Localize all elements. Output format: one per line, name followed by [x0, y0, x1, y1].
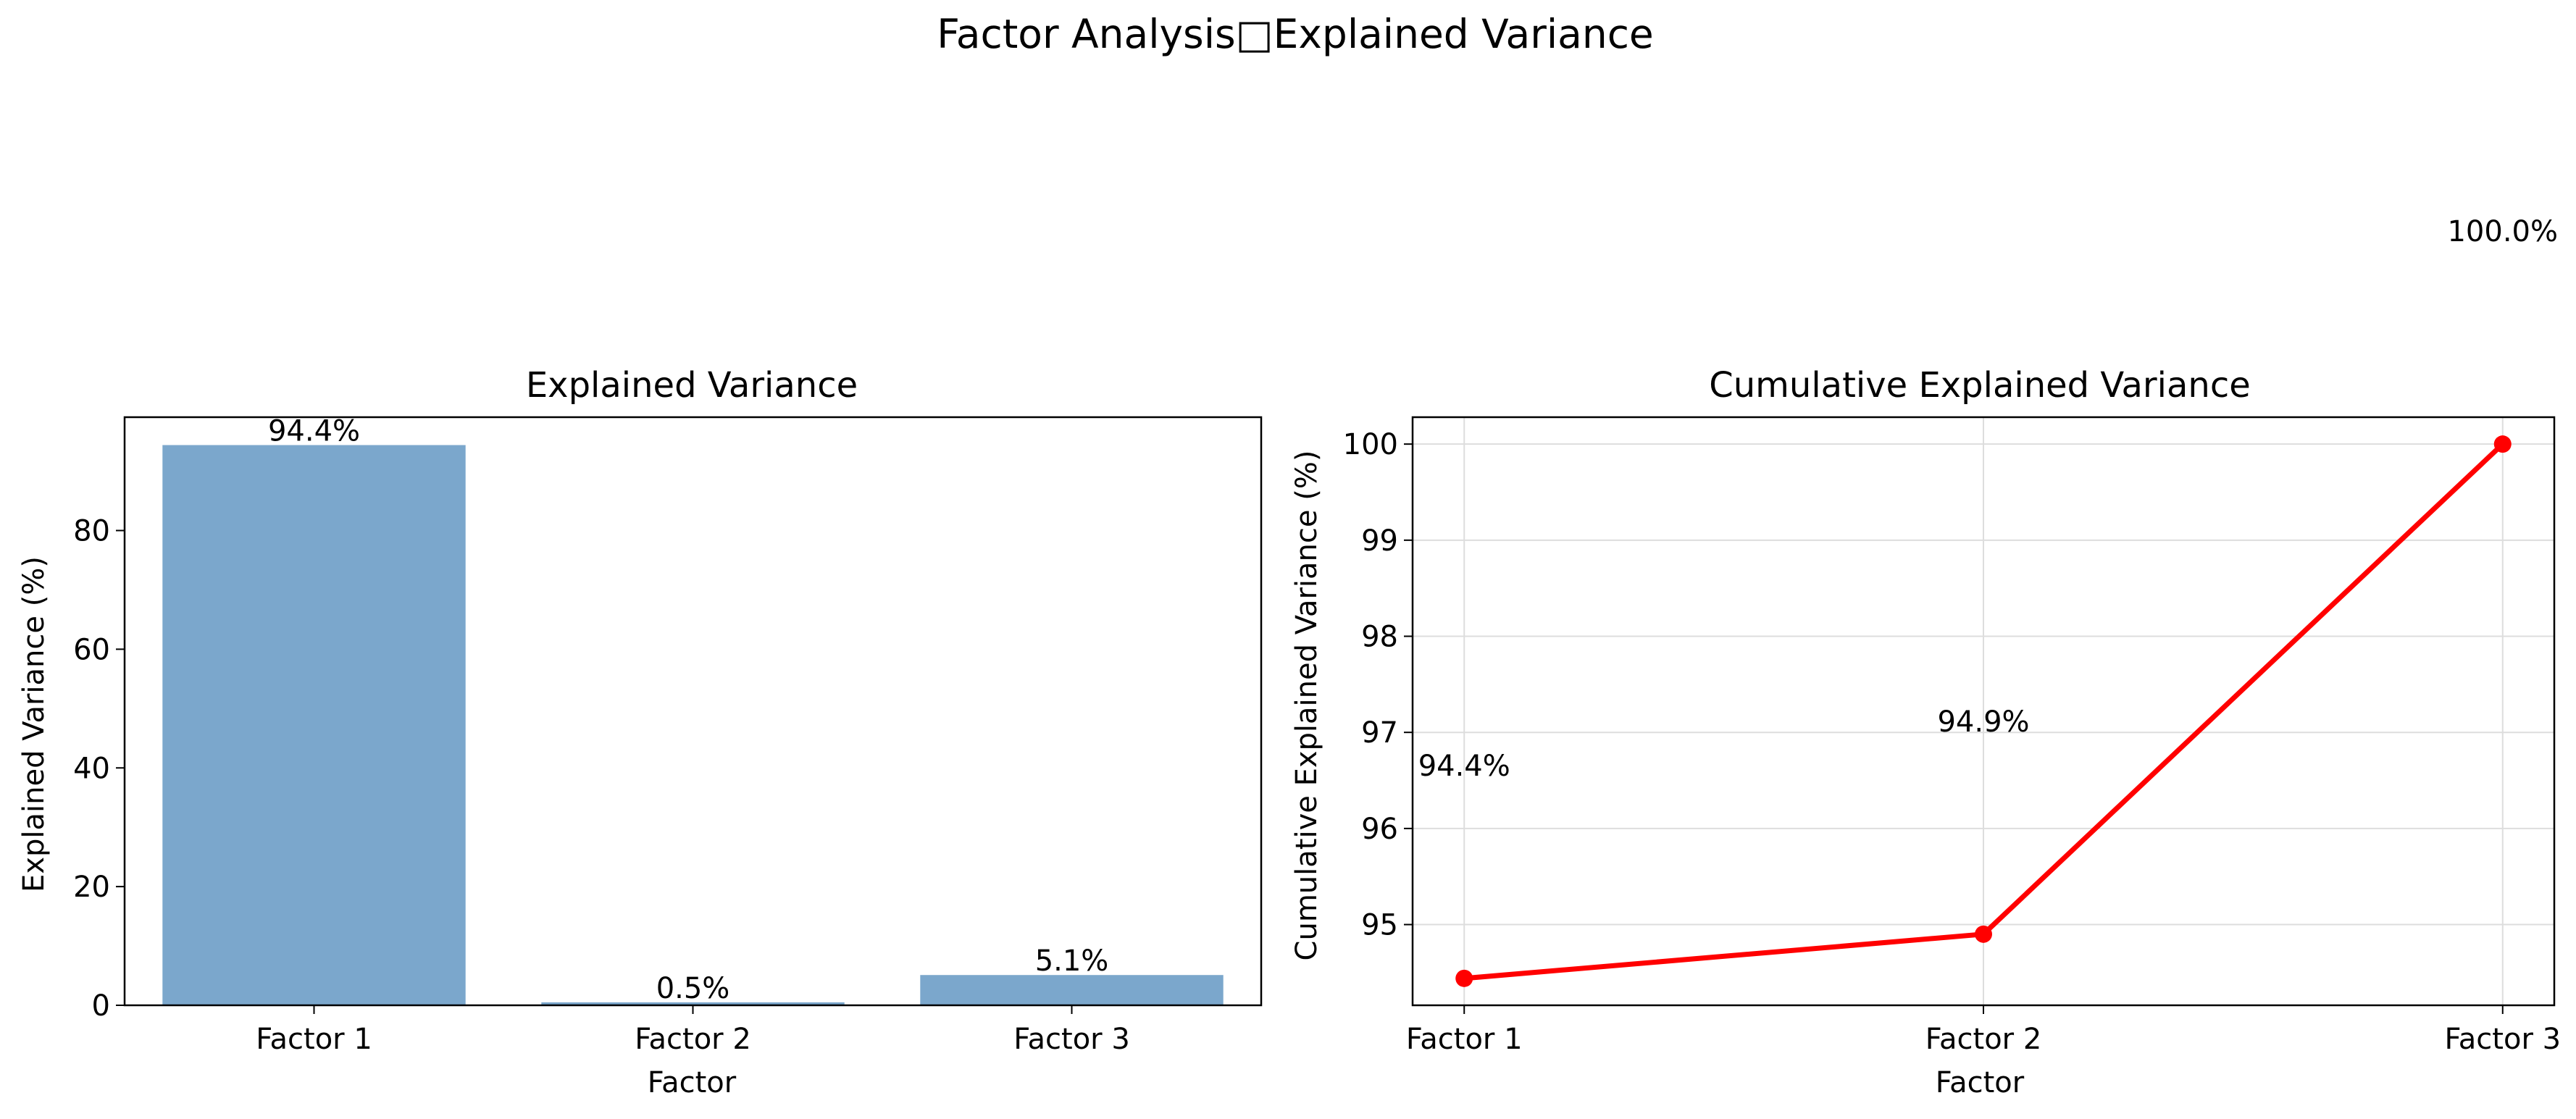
- bar-ytick-label-0: 0: [92, 989, 110, 1023]
- bar-2: [541, 1002, 845, 1005]
- bar-xtick-label-1: Factor 1: [256, 1023, 372, 1056]
- line-xtick-label-1: Factor 1: [1406, 1023, 1523, 1056]
- bar-chart-ylabel: Explained Variance (%): [17, 556, 51, 892]
- bar-chart-xlabel: Factor: [648, 1066, 737, 1099]
- line-xtick-label-2: Factor 2: [1925, 1023, 2042, 1056]
- cumulative-variance-line-chart: Cumulative Explained Variance Factor Cum…: [1290, 215, 2561, 1099]
- bar-ytick-label-80: 80: [73, 515, 110, 548]
- bar-data-label-1: 94.4%: [268, 415, 360, 448]
- line-chart-xlabel: Factor: [1936, 1066, 2025, 1099]
- line-xtick-label-3: Factor 3: [2444, 1023, 2561, 1056]
- line-plot-frame: [1411, 416, 2556, 1007]
- bar-plot-frame: [123, 416, 1263, 1007]
- cumulative-point-2: [1975, 925, 1992, 943]
- cumulative-point-1: [1455, 969, 1473, 987]
- line-ytick-label-95: 95: [1361, 909, 1398, 942]
- bar-ytick-label-40: 40: [73, 752, 110, 785]
- line-ytick-label-98: 98: [1361, 621, 1398, 654]
- cumulative-point-3: [2493, 435, 2512, 453]
- line-chart-title: Cumulative Explained Variance: [1709, 365, 2251, 406]
- line-ytick-label-100: 100: [1343, 428, 1398, 461]
- bar-ytick-label-60: 60: [73, 633, 110, 666]
- line-chart-ylabel: Cumulative Explained Variance (%): [1290, 450, 1323, 961]
- figure-suptitle: Factor Analysis□Explained Variance: [937, 11, 1654, 57]
- bar-3: [920, 975, 1224, 1005]
- bar-ytick-label-20: 20: [73, 871, 110, 904]
- line-ytick-label-97: 97: [1361, 716, 1398, 750]
- bar-xtick-label-3: Factor 3: [1013, 1023, 1130, 1056]
- explained-variance-bar-chart: Explained Variance Factor Explained Vari…: [17, 365, 1263, 1099]
- bar-data-label-2: 0.5%: [656, 972, 730, 1005]
- cumulative-data-label-2: 94.9%: [1937, 705, 2029, 739]
- bar-data-label-3: 5.1%: [1035, 944, 1109, 978]
- bar-xtick-label-2: Factor 2: [635, 1023, 751, 1056]
- line-ytick-label-96: 96: [1361, 813, 1398, 846]
- bar-chart-title: Explained Variance: [526, 365, 858, 406]
- cumulative-data-label-3: 100.0%: [2447, 215, 2558, 248]
- line-ytick-label-99: 99: [1361, 524, 1398, 558]
- bar-1: [162, 445, 466, 1005]
- bar-plot-area: 94.4% 0.5% 5.1% Factor 1 Factor 2 Factor 3 0 20…: [73, 415, 1263, 1056]
- cumulative-data-label-1: 94.4%: [1418, 750, 1510, 783]
- line-plot-area: 94.4% 94.9% 100.0% Factor 1 Factor 2 Factor 3…: [1343, 215, 2561, 1056]
